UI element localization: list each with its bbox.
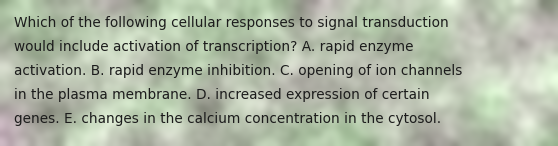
Text: in the plasma membrane. D. increased expression of certain: in the plasma membrane. D. increased exp… [14,88,430,102]
Text: genes. E. changes in the calcium concentration in the cytosol.: genes. E. changes in the calcium concent… [14,112,441,126]
Text: would include activation of transcription? A. rapid enzyme: would include activation of transcriptio… [14,40,413,54]
Text: Which of the following cellular responses to signal transduction: Which of the following cellular response… [14,16,449,30]
Text: activation. B. rapid enzyme inhibition. C. opening of ion channels: activation. B. rapid enzyme inhibition. … [14,64,463,78]
